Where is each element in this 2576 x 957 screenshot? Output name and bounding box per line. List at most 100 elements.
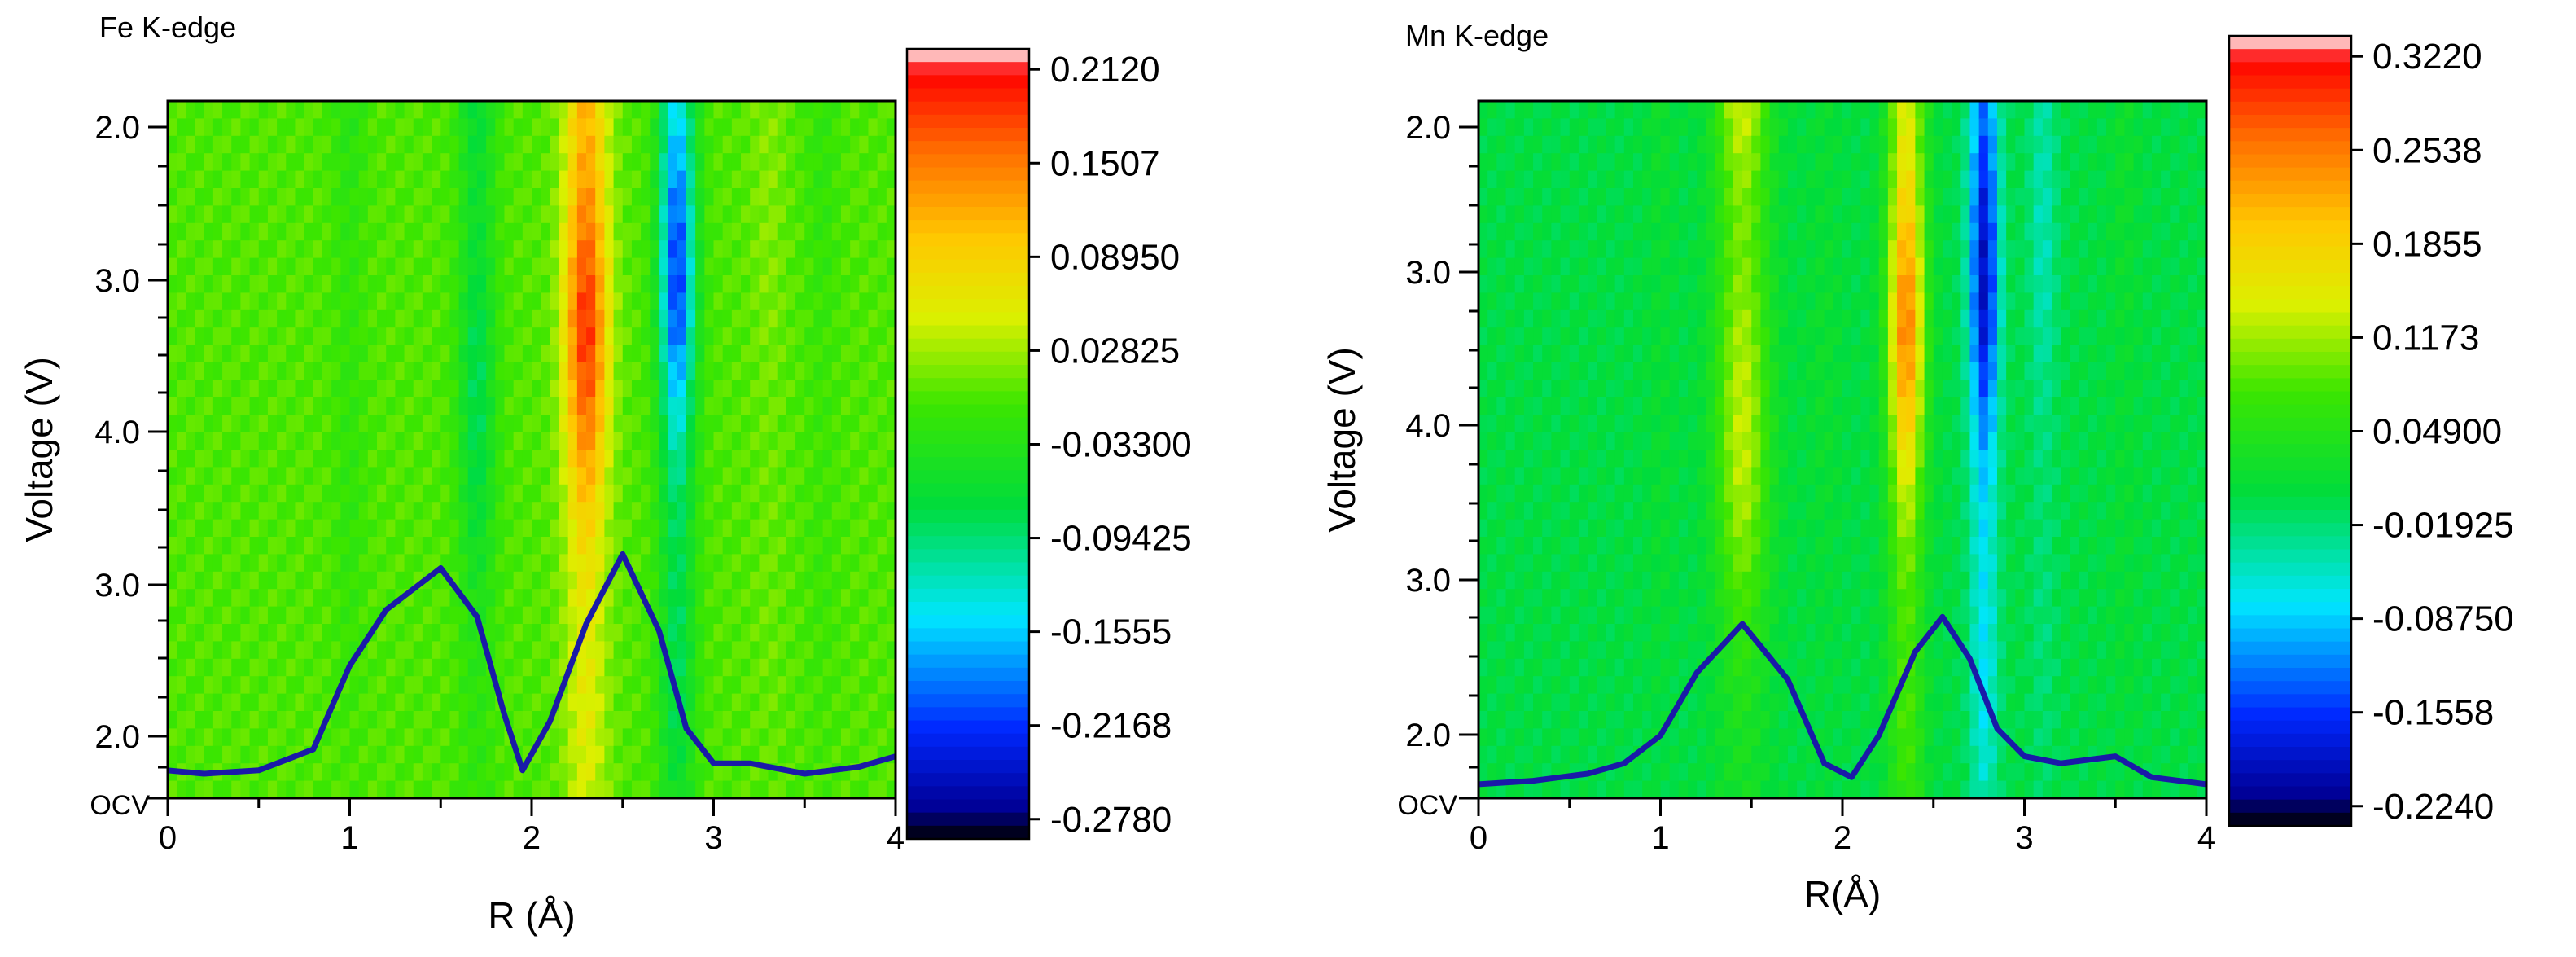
heatmap-cell <box>495 554 506 573</box>
heatmap-cell <box>713 345 724 363</box>
heatmap-cell <box>1523 153 1534 172</box>
heatmap-cell <box>476 380 487 398</box>
heatmap-cell <box>1496 118 1507 137</box>
heatmap-cell <box>168 641 177 660</box>
heatmap-cell <box>1614 240 1625 259</box>
heatmap-cell <box>1632 397 1643 415</box>
heatmap-cell <box>1551 415 1562 433</box>
heatmap-cell <box>1569 380 1579 398</box>
heatmap-cell <box>1851 397 1862 415</box>
heatmap-cell <box>822 135 833 154</box>
heatmap-cell <box>850 763 861 782</box>
heatmap-cell <box>641 502 651 520</box>
heatmap-cell <box>576 327 587 346</box>
heatmap-cell <box>267 606 278 625</box>
heatmap-cell <box>695 658 706 677</box>
heatmap-cell <box>495 606 506 625</box>
heatmap-cell <box>504 658 515 677</box>
heatmap-cell <box>1842 275 1852 294</box>
heatmap-cell <box>449 537 460 555</box>
heatmap-cell <box>1842 711 1852 730</box>
heatmap-cell <box>395 537 405 555</box>
heatmap-cell <box>831 624 842 643</box>
heatmap-cell <box>795 571 806 590</box>
heatmap-cell <box>677 728 687 747</box>
heatmap-cell <box>231 432 242 450</box>
heatmap-cell <box>659 519 669 538</box>
heatmap-cell <box>1597 711 1607 730</box>
heatmap-cell <box>550 153 560 172</box>
heatmap-cell <box>859 118 870 137</box>
heatmap-cell <box>1597 345 1607 363</box>
heatmap-cell <box>1496 153 1507 172</box>
heatmap-cell <box>795 519 806 538</box>
heatmap-cell <box>177 257 187 276</box>
heatmap-cell <box>650 222 660 241</box>
heatmap-cell <box>795 641 806 660</box>
heatmap-cell <box>668 135 678 154</box>
heatmap-cell <box>1724 170 1734 189</box>
heatmap-cell <box>204 118 214 137</box>
heatmap-cell <box>231 641 242 660</box>
heatmap-cell <box>422 641 432 660</box>
heatmap-cell <box>532 693 541 712</box>
heatmap-cell <box>677 745 687 764</box>
heatmap-cell <box>586 711 597 730</box>
heatmap-cell <box>440 432 451 450</box>
heatmap-cell <box>1815 780 1825 798</box>
heatmap-cell <box>386 502 396 520</box>
heatmap-cell <box>212 554 223 573</box>
heatmap-cell <box>522 780 532 798</box>
heatmap-cell <box>432 415 442 433</box>
heatmap-cell <box>395 415 405 433</box>
heatmap-cell <box>432 380 442 398</box>
heatmap-cell <box>595 118 606 137</box>
heatmap-cell <box>1797 222 1807 241</box>
heatmap-cell <box>722 711 733 730</box>
heatmap-cell <box>1678 345 1689 363</box>
heatmap-cell <box>1614 519 1625 538</box>
heatmap-cell <box>859 362 870 381</box>
heatmap-cell <box>741 763 751 782</box>
heatmap-cell <box>850 589 861 608</box>
heatmap-cell <box>522 188 532 207</box>
heatmap-cell <box>377 554 388 573</box>
heatmap-cell <box>859 415 870 433</box>
heatmap-cell <box>1523 135 1534 154</box>
heatmap-cell <box>367 362 378 381</box>
heatmap-cell <box>1697 327 1707 346</box>
heatmap-cell <box>186 693 196 712</box>
heatmap-cell <box>1533 728 1544 747</box>
heatmap-cell <box>631 763 642 782</box>
heatmap-cell <box>1597 676 1607 695</box>
heatmap-cell <box>1660 676 1671 695</box>
heatmap-cell <box>822 624 833 643</box>
heatmap-cell <box>731 309 742 328</box>
heatmap-cell <box>1496 309 1507 328</box>
heatmap-cell <box>1505 589 1516 608</box>
heatmap-cell <box>550 589 560 608</box>
heatmap-cell <box>567 711 578 730</box>
heatmap-cell <box>386 309 396 328</box>
heatmap-cell <box>686 170 696 189</box>
heatmap-cell <box>1642 571 1653 590</box>
heatmap-cell <box>850 519 861 538</box>
heatmap-cell <box>1642 292 1653 311</box>
heatmap-cell <box>486 153 497 172</box>
heatmap-cell <box>304 362 314 381</box>
heatmap-cell <box>1688 537 1698 555</box>
heatmap-cell <box>458 432 469 450</box>
heatmap-cell <box>1688 571 1698 590</box>
heatmap-cell <box>668 624 678 643</box>
heatmap-cell <box>1751 309 1762 328</box>
heatmap-cell <box>631 537 642 555</box>
heatmap-cell <box>1551 118 1562 137</box>
heatmap-cell <box>804 571 815 590</box>
heatmap-cell <box>295 711 305 730</box>
heatmap-cell <box>750 205 760 224</box>
heatmap-cell <box>759 450 769 468</box>
heatmap-cell <box>768 571 778 590</box>
heatmap-cell <box>1733 676 1743 695</box>
heatmap-cell <box>1560 502 1571 520</box>
heatmap-cell <box>449 763 460 782</box>
